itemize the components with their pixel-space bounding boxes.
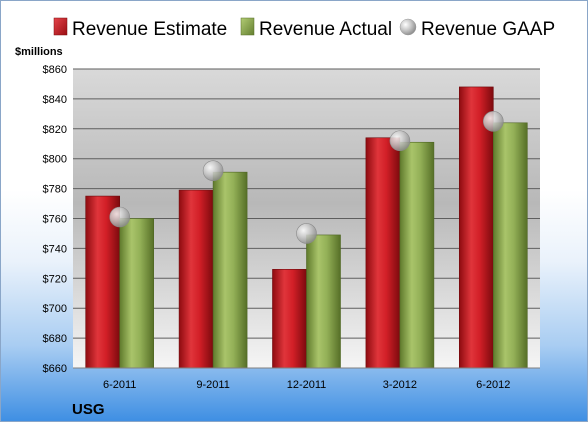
y-tick-label: $780 [43,184,67,196]
y-tick-label: $760 [43,214,67,226]
legend-swatch-revenue-actual [240,17,255,36]
bar-revenue-estimate [365,137,401,369]
y-tick-label: $740 [43,243,67,255]
legend-label-revenue-actual: Revenue Actual [259,19,392,40]
y-tick-label: $660 [43,363,67,375]
y-tick-label: $800 [43,154,67,166]
y-tick-label: $720 [43,273,67,285]
legend-swatch-revenue-estimate [53,17,68,36]
marker-revenue-gaap [202,160,224,181]
y-axis-ticks: $660 $680 $700 $720 $740 $760 $780 $800 $820 $840… [43,64,67,375]
company-label: USG [72,401,105,418]
marker-revenue-gaap [296,223,317,244]
y-tick-label: $700 [43,303,67,315]
legend: Revenue Estimate Revenue Actual Revenue … [53,17,555,40]
marker-revenue-gaap [109,206,130,228]
y-tick-label: $860 [43,64,67,76]
x-axis-ticks: 6-2011 9-2011 12-2011 3-2012 6-2012 [103,379,510,391]
y-tick-label: $840 [43,94,67,106]
x-tick-label: 6-2012 [476,379,510,391]
bars [85,86,528,369]
bar-revenue-estimate [272,269,307,369]
y-tick-label: $820 [43,124,67,136]
x-tick-label: 9-2011 [196,379,229,391]
legend-label-revenue-gaap: Revenue GAAP [421,19,555,40]
x-tick-label: 6-2011 [103,379,136,391]
bar-revenue-actual [119,218,154,369]
bar-revenue-actual [492,122,528,369]
marker-revenue-gaap [482,111,504,132]
bar-revenue-actual [212,171,248,369]
bar-revenue-actual [306,234,341,369]
legend-label-revenue-estimate: Revenue Estimate [72,19,227,40]
bar-revenue-estimate [178,189,214,369]
x-tick-label: 12-2011 [287,379,327,391]
legend-marker-revenue-gaap [399,18,417,36]
y-tick-label: $680 [43,333,67,345]
bar-revenue-actual [399,141,435,369]
gaap-markers [109,111,504,244]
bar-revenue-estimate [458,86,494,369]
y-axis-unit-label: $millions [15,46,63,58]
marker-revenue-gaap [389,130,411,152]
x-tick-label: 3-2012 [383,379,417,391]
